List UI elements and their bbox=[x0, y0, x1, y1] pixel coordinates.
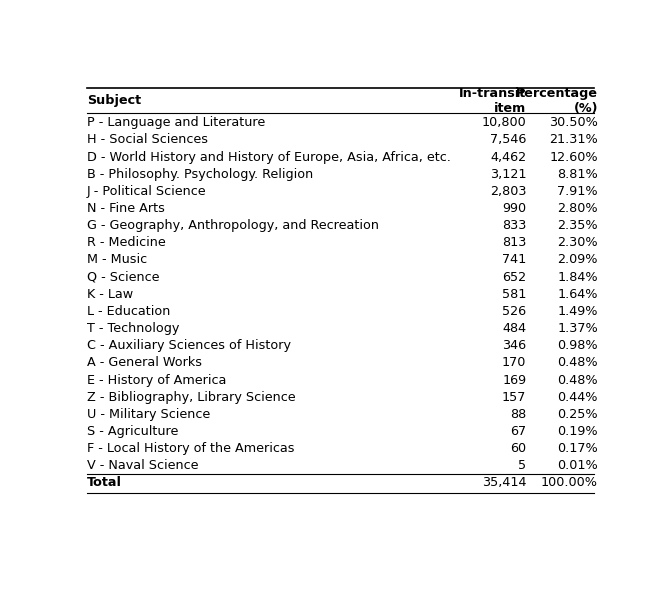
Text: B - Philosophy. Psychology. Religion: B - Philosophy. Psychology. Religion bbox=[87, 168, 313, 181]
Text: 346: 346 bbox=[502, 340, 526, 352]
Text: 0.25%: 0.25% bbox=[557, 408, 598, 421]
Text: 0.19%: 0.19% bbox=[557, 425, 598, 438]
Text: L - Education: L - Education bbox=[87, 305, 170, 318]
Text: M - Music: M - Music bbox=[87, 253, 147, 267]
Text: N - Fine Arts: N - Fine Arts bbox=[87, 202, 165, 215]
Text: 7,546: 7,546 bbox=[490, 134, 526, 146]
Text: 1.64%: 1.64% bbox=[557, 288, 598, 301]
Text: 7.91%: 7.91% bbox=[557, 185, 598, 198]
Text: A - General Works: A - General Works bbox=[87, 356, 202, 370]
Text: 813: 813 bbox=[502, 237, 526, 249]
Text: 170: 170 bbox=[502, 356, 526, 370]
Text: 2.30%: 2.30% bbox=[557, 237, 598, 249]
Text: 652: 652 bbox=[502, 271, 526, 284]
Text: 741: 741 bbox=[502, 253, 526, 267]
Text: 157: 157 bbox=[502, 391, 526, 404]
Text: 21.31%: 21.31% bbox=[549, 134, 598, 146]
Text: 3,121: 3,121 bbox=[490, 168, 526, 181]
Text: R - Medicine: R - Medicine bbox=[87, 237, 165, 249]
Text: 484: 484 bbox=[502, 322, 526, 335]
Text: 2,803: 2,803 bbox=[490, 185, 526, 198]
Text: Q - Science: Q - Science bbox=[87, 271, 159, 284]
Text: U - Military Science: U - Military Science bbox=[87, 408, 210, 421]
Text: G - Geography, Anthropology, and Recreation: G - Geography, Anthropology, and Recreat… bbox=[87, 219, 379, 232]
Text: 0.48%: 0.48% bbox=[557, 356, 598, 370]
Text: 100.00%: 100.00% bbox=[541, 476, 598, 489]
Text: 35,414: 35,414 bbox=[482, 476, 526, 489]
Text: H - Social Sciences: H - Social Sciences bbox=[87, 134, 208, 146]
Text: E - History of America: E - History of America bbox=[87, 373, 226, 386]
Text: S - Agriculture: S - Agriculture bbox=[87, 425, 178, 438]
Text: 0.98%: 0.98% bbox=[557, 340, 598, 352]
Text: C - Auxiliary Sciences of History: C - Auxiliary Sciences of History bbox=[87, 340, 291, 352]
Text: 0.48%: 0.48% bbox=[557, 373, 598, 386]
Text: 581: 581 bbox=[502, 288, 526, 301]
Text: Total: Total bbox=[87, 476, 122, 489]
Text: 2.80%: 2.80% bbox=[557, 202, 598, 215]
Text: 67: 67 bbox=[510, 425, 526, 438]
Text: 1.49%: 1.49% bbox=[557, 305, 598, 318]
Text: 12.60%: 12.60% bbox=[549, 150, 598, 164]
Text: 833: 833 bbox=[502, 219, 526, 232]
Text: 169: 169 bbox=[502, 373, 526, 386]
Text: 8.81%: 8.81% bbox=[557, 168, 598, 181]
Text: P - Language and Literature: P - Language and Literature bbox=[87, 116, 265, 129]
Text: Subject: Subject bbox=[87, 95, 141, 107]
Text: T - Technology: T - Technology bbox=[87, 322, 179, 335]
Text: 2.35%: 2.35% bbox=[557, 219, 598, 232]
Text: K - Law: K - Law bbox=[87, 288, 133, 301]
Text: In-transit
item: In-transit item bbox=[459, 87, 526, 115]
Text: J - Political Science: J - Political Science bbox=[87, 185, 206, 198]
Text: D - World History and History of Europe, Asia, Africa, etc.: D - World History and History of Europe,… bbox=[87, 150, 451, 164]
Text: 30.50%: 30.50% bbox=[549, 116, 598, 129]
Text: 2.09%: 2.09% bbox=[557, 253, 598, 267]
Text: V - Naval Science: V - Naval Science bbox=[87, 459, 198, 473]
Text: 526: 526 bbox=[502, 305, 526, 318]
Text: 10,800: 10,800 bbox=[481, 116, 526, 129]
Text: F - Local History of the Americas: F - Local History of the Americas bbox=[87, 442, 294, 455]
Text: 1.37%: 1.37% bbox=[557, 322, 598, 335]
Text: Percentage
(%): Percentage (%) bbox=[516, 87, 598, 115]
Text: 990: 990 bbox=[502, 202, 526, 215]
Text: 0.17%: 0.17% bbox=[557, 442, 598, 455]
Text: Z - Bibliography, Library Science: Z - Bibliography, Library Science bbox=[87, 391, 295, 404]
Text: 4,462: 4,462 bbox=[490, 150, 526, 164]
Text: 60: 60 bbox=[510, 442, 526, 455]
Text: 5: 5 bbox=[518, 459, 526, 473]
Text: 0.44%: 0.44% bbox=[557, 391, 598, 404]
Text: 1.84%: 1.84% bbox=[557, 271, 598, 284]
Text: 0.01%: 0.01% bbox=[557, 459, 598, 473]
Text: 88: 88 bbox=[510, 408, 526, 421]
